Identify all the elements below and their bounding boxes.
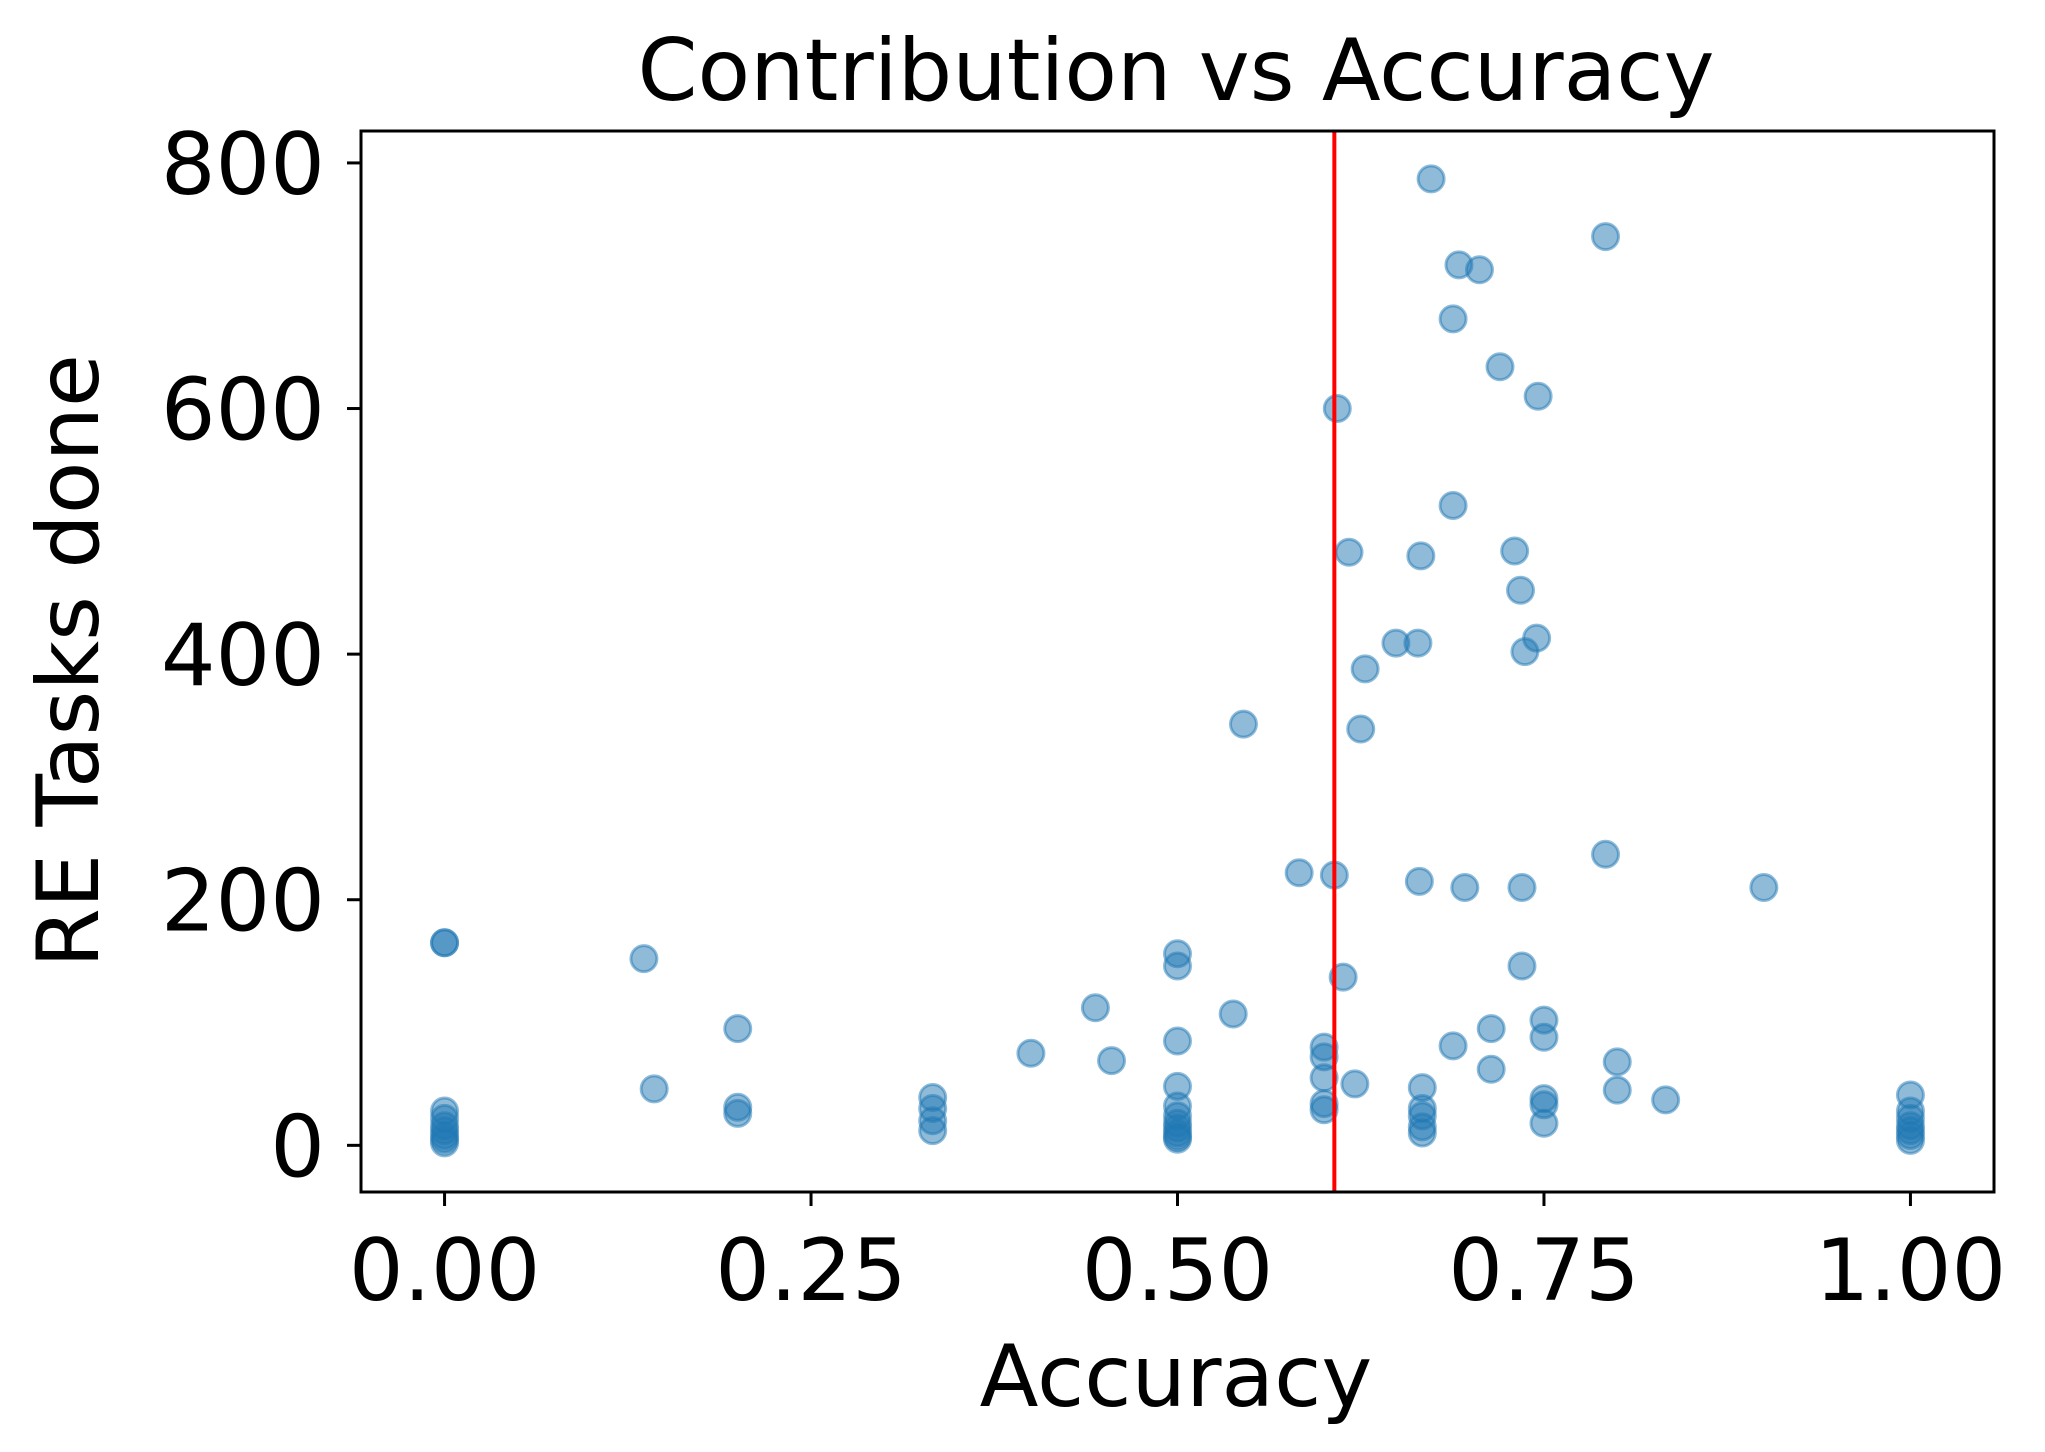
data-point <box>1450 872 1480 902</box>
data-point <box>1895 1125 1925 1155</box>
chart-title: Contribution vs Accuracy <box>638 21 1715 121</box>
x-tick-label: 0.25 <box>715 1221 906 1321</box>
data-point <box>430 1128 460 1158</box>
data-point <box>1328 962 1358 992</box>
data-point <box>1309 1095 1339 1125</box>
data-point <box>1602 1075 1632 1105</box>
data-point <box>629 944 659 974</box>
plot-frame <box>359 129 1996 1194</box>
data-point <box>723 1098 753 1128</box>
data-point <box>1163 1124 1192 1154</box>
data-point <box>1522 623 1552 653</box>
data-point <box>1406 541 1436 571</box>
y-tick-label: 0 <box>270 1097 325 1197</box>
data-point <box>1602 1047 1632 1077</box>
y-axis-label: RE Tasks done <box>19 354 119 968</box>
data-points <box>430 164 1925 1158</box>
data-point <box>1322 394 1352 424</box>
data-point <box>1523 381 1553 411</box>
data-point <box>1500 536 1530 566</box>
data-point <box>1163 1026 1192 1056</box>
data-point <box>723 1014 753 1044</box>
data-point <box>1438 491 1468 521</box>
y-tick-label: 400 <box>161 606 325 706</box>
x-tick-label: 0.75 <box>1448 1221 1639 1321</box>
data-point <box>1228 709 1258 739</box>
data-point <box>1749 872 1779 902</box>
x-axis-label: Accuracy <box>980 1327 1373 1427</box>
data-point <box>1097 1046 1127 1076</box>
data-point <box>1476 1014 1506 1044</box>
data-point <box>1438 1031 1468 1061</box>
data-point <box>1080 993 1110 1023</box>
data-point <box>1651 1085 1681 1115</box>
y-tick-label: 600 <box>161 361 325 461</box>
data-point <box>1218 999 1248 1029</box>
data-point <box>1403 628 1433 658</box>
data-point <box>1591 839 1621 869</box>
data-point <box>1506 575 1536 605</box>
data-point <box>1507 951 1537 981</box>
x-tick-label: 1.00 <box>1815 1221 2006 1321</box>
x-axis-ticks: 0.00 0.25 0.50 0.75 1.00 <box>349 1192 2006 1321</box>
data-point <box>1016 1038 1046 1068</box>
data-point <box>430 928 460 958</box>
data-point <box>1529 1022 1559 1052</box>
data-point <box>1476 1054 1506 1084</box>
x-tick-label: 0.50 <box>1082 1221 1273 1321</box>
data-point <box>1416 164 1446 194</box>
data-point <box>1485 352 1515 382</box>
data-point <box>1591 222 1621 252</box>
data-point <box>1334 537 1364 567</box>
data-point <box>1438 304 1468 334</box>
data-point <box>1529 1108 1559 1138</box>
data-point <box>1284 858 1314 888</box>
data-point <box>1404 866 1434 896</box>
y-axis-ticks: 0 200 400 600 800 <box>161 115 361 1197</box>
data-point <box>1163 951 1192 981</box>
y-tick-label: 800 <box>161 115 325 215</box>
data-point <box>1346 714 1376 744</box>
data-point <box>1340 1069 1370 1099</box>
data-point <box>1407 1118 1437 1148</box>
data-point <box>1350 654 1380 684</box>
x-tick-label: 0.00 <box>349 1221 540 1321</box>
data-point <box>1507 872 1537 902</box>
data-point <box>1464 255 1494 285</box>
data-point <box>639 1074 669 1104</box>
y-tick-label: 200 <box>161 852 325 952</box>
data-point <box>918 1116 948 1146</box>
